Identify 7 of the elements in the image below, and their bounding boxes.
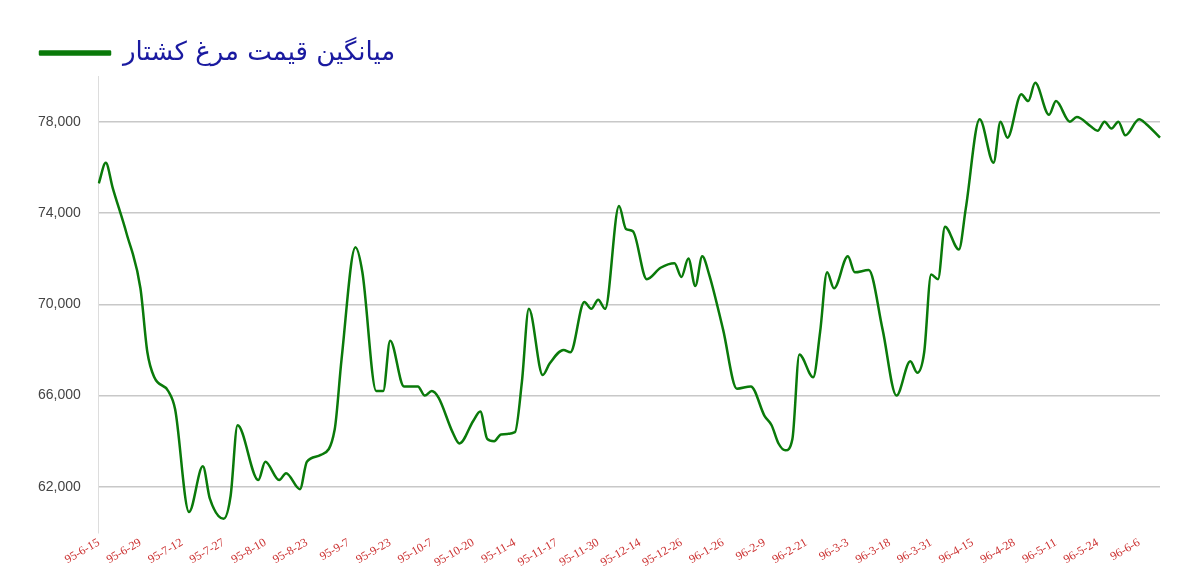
y-tick-label: 70,000 <box>37 295 82 312</box>
y-tick-label: 78,000 <box>37 112 82 129</box>
y-tick-label: 74,000 <box>37 203 82 220</box>
legend-label: میانگین قیمت مرغ کشتار <box>121 35 396 67</box>
y-tick-label: 66,000 <box>37 386 82 403</box>
line-series <box>97 81 1162 521</box>
y-tick-label: 62,000 <box>37 477 82 494</box>
